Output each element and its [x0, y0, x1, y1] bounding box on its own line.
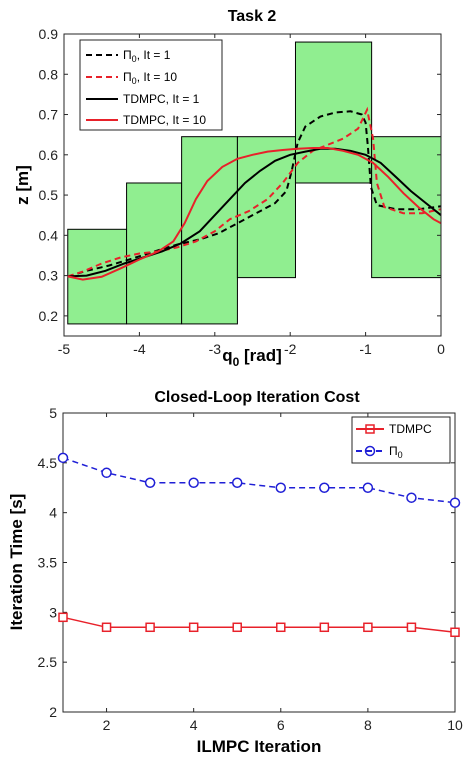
chart2-ylabel: Iteration Time [s]	[7, 494, 26, 631]
y-tick-label: 2	[49, 704, 57, 720]
y-tick-label: 3	[49, 604, 57, 620]
y-tick-label: 0.2	[39, 308, 59, 324]
chart1-title: Task 2	[228, 8, 277, 25]
x-tick-label: 4	[190, 717, 198, 733]
chart2-xlabel: ILMPC Iteration	[197, 737, 322, 756]
series-line-tdmpc	[62, 616, 456, 634]
chart1-legend: Π0, It = 1 Π0, It = 10 TDMPC, It = 1 TDM…	[79, 39, 223, 131]
data-point-circle	[231, 477, 243, 489]
series-line-2	[67, 106, 442, 278]
chart1-legend-box	[79, 39, 223, 131]
data-point-square	[276, 622, 286, 633]
feasible-box-3	[181, 136, 238, 325]
legend-label-pi0-it1: Π0, It = 1	[123, 48, 171, 64]
y-tick-label: 4.5	[38, 455, 58, 471]
data-point-square	[406, 622, 417, 633]
data-point-circle	[144, 477, 156, 489]
legend-label-tdmpc-it10: TDMPC, It = 10	[123, 113, 206, 127]
data-point-circle	[57, 452, 69, 464]
y-tick-label: 2.5	[38, 654, 58, 670]
x-tick-label: 0	[437, 341, 445, 357]
chart-task2: Task 2 -5 -4 -3 -2 -1 0 0.2 0.3 0.4 0.5 0.6 0.7 0.8 0…	[13, 8, 445, 369]
data-point-square	[363, 622, 373, 633]
chart1-ticks: -5 -4 -3 -2 -1 0 0.2 0.3 0.4 0.5 0.6 0.7 0.8 0.9	[39, 26, 446, 357]
data-point-circle	[188, 477, 199, 489]
legend-label-pi0-it10: Π0, It = 10	[123, 70, 177, 86]
data-point-circle	[449, 497, 461, 508]
y-tick-label: 0.5	[39, 187, 59, 203]
y-tick-label: 0.3	[39, 268, 59, 284]
x-tick-label: 2	[103, 717, 111, 733]
y-tick-label: 0.9	[39, 26, 59, 42]
chart2-series	[57, 452, 461, 638]
data-point-circle	[319, 482, 330, 493]
y-tick-label: 0.4	[39, 227, 59, 243]
chart1-xlabel: q0 [rad]	[222, 346, 282, 369]
x-tick-label: -5	[58, 341, 71, 357]
chart-iteration-cost: Closed-Loop Iteration Cost 2 4 6 8 10 2 2.5 3 3.…	[7, 389, 463, 756]
series-line-4	[67, 147, 442, 281]
legend-marker-square	[365, 424, 375, 434]
chart2-legend: TDMPC Π0	[351, 416, 451, 464]
y-tick-label: 3.5	[38, 555, 58, 571]
x-tick-label: 8	[364, 717, 372, 733]
chart1-ylabel: z [m]	[13, 165, 32, 205]
chart2-title: Closed-Loop Iteration Cost	[154, 389, 360, 406]
y-tick-label: 0.7	[39, 107, 59, 123]
y-tick-label: 0.8	[39, 66, 59, 82]
data-point-square	[58, 612, 68, 623]
x-tick-label: -4	[133, 341, 146, 357]
x-tick-label: -1	[359, 341, 372, 357]
data-point-circle	[275, 482, 287, 493]
y-tick-label: 4	[49, 505, 57, 521]
x-tick-label: 10	[447, 717, 463, 733]
x-tick-label: -2	[284, 341, 297, 357]
data-point-circle	[406, 492, 417, 503]
legend-label-tdmpc-it1: TDMPC, It = 1	[123, 92, 200, 106]
legend-marker-circle	[364, 445, 376, 457]
data-point-square	[319, 622, 330, 633]
data-point-square	[232, 622, 242, 633]
chart1-xlabel-unit: [rad]	[239, 346, 282, 365]
chart1-axes-box	[63, 33, 442, 337]
x-tick-label: 6	[277, 717, 285, 733]
series-line-0	[62, 457, 456, 504]
chart1-series	[67, 106, 442, 281]
x-tick-label: -3	[209, 341, 222, 357]
data-point-square	[101, 622, 112, 633]
data-point-circle	[101, 467, 112, 479]
y-tick-label: 0.6	[39, 147, 59, 163]
chart1-xlabel-sub: 0	[233, 355, 240, 369]
data-point-square	[188, 622, 199, 633]
chart2-ticks: 2 4 6 8 10 2 2.5 3 3.5 4 4.5 5	[38, 405, 463, 733]
data-point-square	[450, 627, 460, 638]
data-point-square	[145, 622, 155, 633]
feasible-boxes	[67, 41, 442, 325]
feasible-box-5	[294, 41, 373, 184]
y-tick-label: 5	[49, 405, 57, 421]
data-point-circle	[362, 482, 374, 493]
legend-label-tdmpc: TDMPC	[389, 422, 432, 436]
